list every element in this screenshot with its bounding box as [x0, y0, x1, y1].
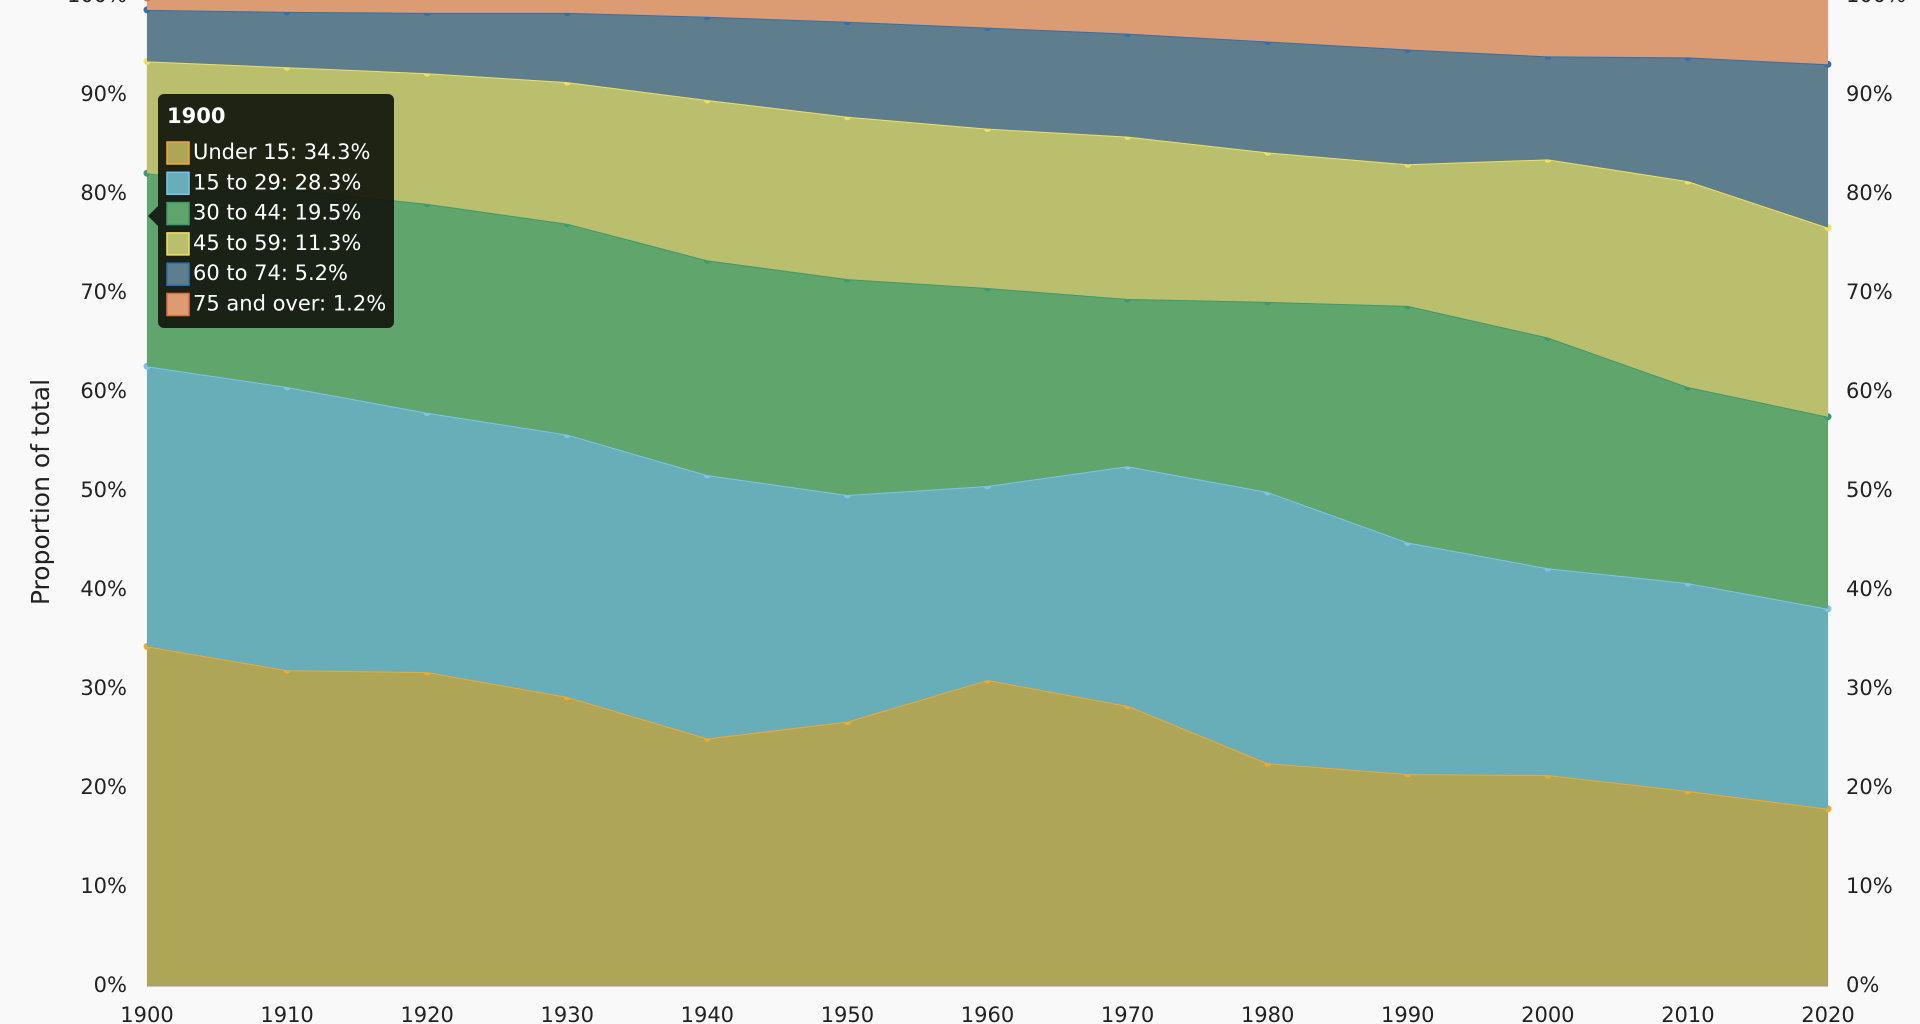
area [147, 9, 1828, 228]
area [147, 173, 1828, 609]
y2-tick-label: 10% [1846, 874, 1893, 898]
area [147, 0, 1828, 65]
data-point [144, 0, 150, 2]
y2-tick-label: 90% [1846, 82, 1893, 106]
y-axis-title: Proportion of total [26, 379, 55, 605]
x-tick-label: 1990 [1381, 1003, 1434, 1024]
y2-tick-label: 80% [1846, 181, 1893, 205]
y-tick-label: 70% [80, 280, 127, 304]
tooltip-item: 45 to 59: 11.3% [193, 231, 361, 255]
y-tick-label: 10% [80, 874, 127, 898]
y2-tick-label: 60% [1846, 379, 1893, 403]
x-tick-label: 1980 [1241, 1003, 1294, 1024]
area [147, 646, 1828, 986]
y-tick-label: 20% [80, 775, 127, 799]
y-tick-label: 0% [94, 973, 127, 997]
y-tick-label: 80% [80, 181, 127, 205]
tooltip-title: 1900 [167, 104, 225, 128]
tooltip-item: 30 to 44: 19.5% [193, 201, 361, 225]
y2-tick-label: 40% [1846, 577, 1893, 601]
x-tick-label: 1970 [1101, 1003, 1154, 1024]
tooltip-box [148, 94, 394, 328]
area [147, 366, 1828, 809]
tooltip-item: 15 to 29: 28.3% [193, 170, 361, 194]
areas [143, 0, 1832, 986]
tooltip-swatch [166, 262, 190, 286]
x-tick-label: 1930 [541, 1003, 594, 1024]
x-tick-label: 1910 [260, 1003, 313, 1024]
y-tick-label: 60% [80, 379, 127, 403]
tooltip-swatch [166, 171, 190, 196]
y-tick-label: 30% [80, 676, 127, 700]
x-tick-label: 2020 [1801, 1003, 1854, 1024]
y-tick-label: 90% [80, 82, 127, 106]
x-tick-label: 1950 [821, 1003, 874, 1024]
x-tick-label: 2010 [1661, 1003, 1714, 1024]
x-tick-label: 1900 [120, 1003, 173, 1024]
tooltip-swatch [166, 141, 190, 165]
y2-tick-label: 100% [1846, 0, 1906, 7]
tooltip-swatch [166, 232, 190, 256]
tooltip-item: 75 and over: 1.2% [193, 292, 386, 316]
x-tick-label: 1960 [961, 1003, 1014, 1024]
tooltip-swatch [166, 292, 190, 317]
tooltip-swatch [166, 201, 190, 226]
y2-tick-label: 70% [1846, 280, 1893, 304]
x-tick-label: 1940 [681, 1003, 734, 1024]
y-tick-label: 40% [80, 577, 127, 601]
y2-tick-label: 50% [1846, 478, 1893, 502]
y2-tick-label: 30% [1846, 676, 1893, 700]
axes: 0% 0% 10% 10% 20% 20% 30% 30% 40% 40% 50% 50% 60% 60%… [67, 0, 1906, 1024]
y2-tick-label: 20% [1846, 775, 1893, 799]
y-tick-label: 100% [67, 0, 127, 7]
tooltip: 1900 Under 15: 34.3% 15 to 29: 28.3% 30 to … [148, 94, 394, 328]
y2-tick-label: 0% [1846, 973, 1879, 997]
x-tick-label: 1920 [400, 1003, 453, 1024]
x-tick-label: 2000 [1521, 1003, 1574, 1024]
tooltip-item: Under 15: 34.3% [193, 140, 370, 164]
area [147, 61, 1828, 417]
tooltip-item: 60 to 74: 5.2% [193, 261, 348, 285]
y-tick-label: 50% [80, 478, 127, 502]
